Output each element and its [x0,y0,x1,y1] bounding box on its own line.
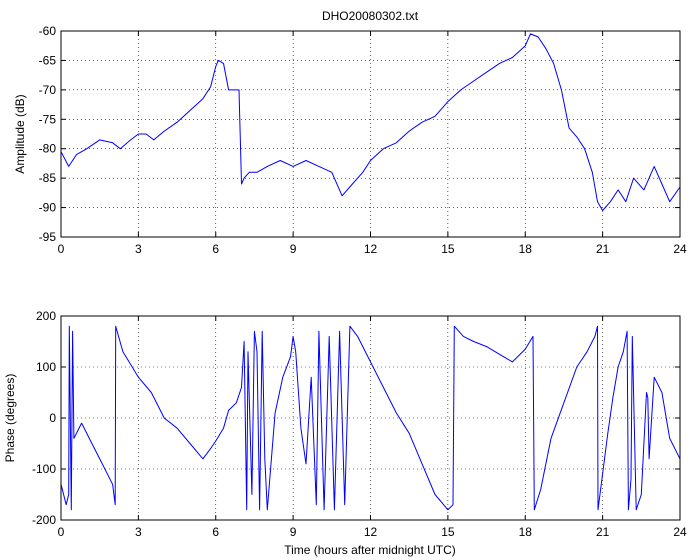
x-tick-label: 0 [58,242,65,256]
y-tick-label: -85 [39,171,57,185]
phase-panel: 0 3 6 9 12 15 18 21 24 -200 -100 0 100 200 Phase (degr… [3,309,687,539]
x-tick-label: 12 [364,525,378,539]
y-tick-label: -60 [39,24,57,38]
x-tick-label: 24 [673,525,687,539]
amplitude-panel: 0 3 6 9 12 15 18 21 24 -95 -90 -85 -80 -75 -70 -65 -60 Am… [13,24,687,256]
y-axis-title: Amplitude (dB) [13,94,27,173]
y-tick-label: -200 [32,513,56,527]
y-tick-label: -90 [39,201,57,215]
x-tick-label: 21 [596,525,610,539]
x-tick-label: 9 [290,525,297,539]
y-tick-label: -70 [39,83,57,97]
y-tick-label: 0 [49,411,56,425]
x-tick-label: 21 [596,242,610,256]
x-tick-label: 6 [212,525,219,539]
x-tick-label: 9 [290,242,297,256]
y-tick-label: -95 [39,230,57,244]
y-axis-title: Phase (degrees) [3,374,17,463]
x-tick-label: 24 [673,242,687,256]
x-tick-label: 15 [441,525,455,539]
series-line [60,33,681,211]
x-tick-label: 6 [212,242,219,256]
y-tick-label: 100 [36,360,56,374]
x-tick-label: 3 [135,525,142,539]
y-tick-label: -65 [39,53,57,67]
y-tick-label: -80 [39,142,57,156]
x-tick-label: 15 [441,242,455,256]
y-tick-label: -100 [32,462,56,476]
x-tick-label: 18 [519,525,533,539]
plot-frame [60,30,681,238]
x-tick-label: 0 [58,525,65,539]
x-tick-label: 18 [519,242,533,256]
y-tick-label: -75 [39,112,57,126]
y-tick-label: 200 [36,309,56,323]
series-line [60,325,681,511]
figure-title: DHO20080302.txt [322,9,419,23]
x-tick-label: 3 [135,242,142,256]
x-tick-label: 12 [364,242,378,256]
x-axis-title: Time (hours after midnight UTC) [284,543,456,557]
